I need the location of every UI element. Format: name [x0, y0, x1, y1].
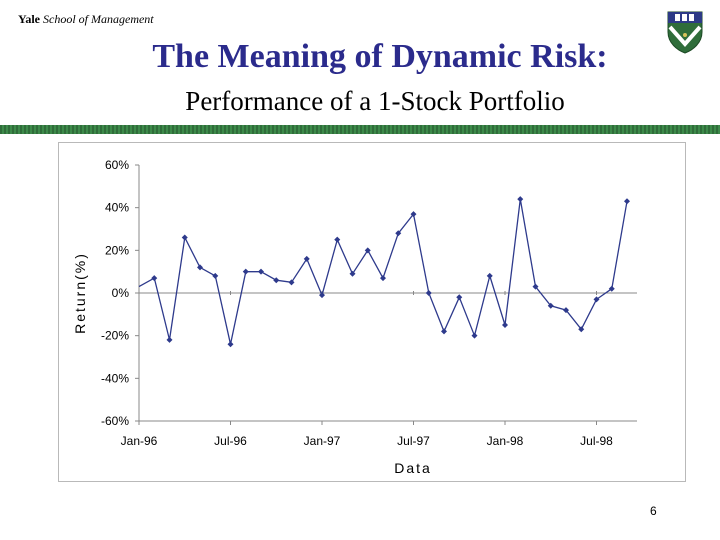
school-name: Yale School of Management: [18, 12, 154, 26]
x-axis-label: Data: [394, 460, 432, 476]
page-number: 6: [650, 504, 657, 518]
data-point: [563, 307, 569, 314]
slide-title: The Meaning of Dynamic Risk:: [152, 38, 608, 75]
chart-frame: 60% 40% 20% 0% -20% -40% -60% Jan-96 Jul-96 Jan-…: [58, 142, 686, 482]
data-point: [334, 236, 341, 243]
header-divider: [0, 125, 720, 134]
x-tick-label: Jul-98: [580, 434, 613, 448]
y-tick-label: 60%: [105, 158, 129, 172]
y-tick-label: -20%: [101, 329, 129, 343]
data-point: [166, 336, 173, 343]
x-tick-label: Jan-98: [487, 434, 524, 448]
data-point: [593, 296, 600, 303]
data-point: [319, 292, 325, 299]
data-point: [425, 290, 432, 296]
data-point: [517, 196, 524, 203]
x-tick-label: Jan-97: [304, 434, 341, 448]
data-point: [227, 341, 234, 348]
data-point: [303, 255, 310, 262]
data-point: [288, 279, 295, 286]
y-tick-label: 40%: [105, 201, 129, 215]
data-point: [608, 285, 615, 292]
y-tick-label: -60%: [101, 414, 129, 428]
data-point: [273, 277, 280, 284]
data-point: [242, 268, 249, 275]
data-point: [441, 328, 447, 335]
data-point: [364, 247, 371, 254]
data-point: [197, 264, 203, 271]
data-point: [410, 211, 417, 218]
x-tick-label: Jul-97: [397, 434, 430, 448]
x-tick-label: Jan-96: [121, 434, 158, 448]
x-tick-label: Jul-96: [214, 434, 247, 448]
y-tick-label: -40%: [101, 371, 129, 385]
data-point: [502, 322, 508, 328]
data-point: [151, 275, 158, 282]
data-point: [380, 275, 386, 282]
data-point: [624, 198, 630, 205]
data-point: [486, 272, 493, 279]
series-line: [138, 198, 628, 345]
y-tick-label: 20%: [105, 243, 129, 257]
y-tick-label: 0%: [112, 286, 130, 300]
return-line-chart: 60% 40% 20% 0% -20% -40% -60% Jan-96 Jul-96 Jan-…: [72, 158, 637, 476]
yale-shield-crest-icon: [667, 11, 703, 54]
data-point: [181, 234, 188, 241]
slide-subtitle: Performance of a 1-Stock Portfolio: [185, 86, 565, 116]
data-point: [212, 272, 219, 279]
data-point: [349, 270, 356, 277]
data-point: [578, 326, 585, 333]
data-point: [395, 230, 402, 237]
data-point: [456, 294, 463, 301]
data-point: [471, 332, 478, 339]
data-point: [547, 302, 554, 309]
data-point: [258, 268, 264, 275]
y-axis-label: Return(%): [72, 252, 88, 334]
data-point: [532, 283, 539, 290]
